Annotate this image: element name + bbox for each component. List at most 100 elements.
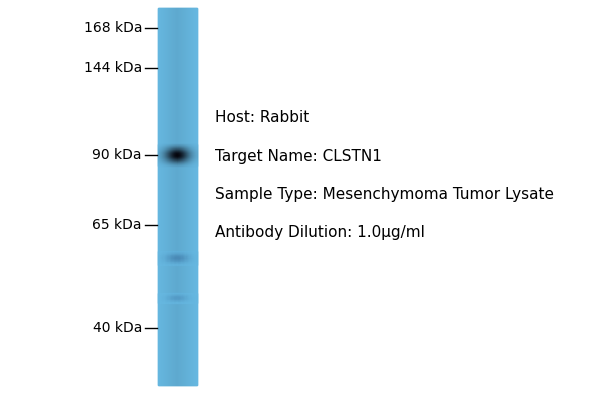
Bar (166, 154, 167, 155)
Bar (176, 148, 178, 149)
Bar (176, 262, 178, 263)
Bar (182, 263, 184, 264)
Bar (181, 158, 182, 159)
Bar (181, 253, 183, 254)
Bar (182, 258, 184, 259)
Bar (193, 145, 194, 146)
Bar (164, 258, 166, 259)
Bar (189, 156, 190, 157)
Bar (172, 255, 173, 256)
Bar (164, 155, 165, 156)
Bar (186, 145, 187, 146)
Bar (185, 151, 186, 152)
Bar (162, 251, 163, 252)
Bar (163, 264, 164, 265)
Bar (194, 150, 195, 151)
Bar (181, 145, 182, 146)
Text: Target Name: CLSTN1: Target Name: CLSTN1 (215, 148, 382, 164)
Bar (189, 257, 191, 258)
Bar (162, 163, 163, 164)
Bar (169, 300, 170, 301)
Bar (175, 251, 176, 252)
Bar (175, 261, 176, 262)
Bar (189, 256, 191, 257)
Bar (163, 153, 164, 154)
Bar (184, 152, 185, 153)
Bar (181, 150, 182, 151)
Bar (165, 149, 166, 150)
Bar (187, 298, 188, 299)
Bar (175, 298, 176, 299)
Bar (186, 164, 187, 165)
Bar (189, 163, 190, 164)
Bar (192, 148, 193, 149)
Bar (192, 257, 193, 258)
Bar (193, 154, 194, 155)
Bar (193, 296, 194, 297)
Bar (167, 293, 169, 294)
Bar (169, 156, 170, 157)
Bar (176, 257, 178, 258)
Bar (165, 162, 166, 163)
Bar (170, 299, 171, 300)
Bar (158, 253, 160, 254)
Bar (182, 153, 184, 154)
Bar (187, 148, 188, 149)
Bar (159, 147, 160, 148)
Bar (169, 152, 170, 153)
Bar (187, 262, 188, 263)
Bar (162, 8, 163, 385)
Bar (190, 144, 191, 145)
Bar (173, 255, 175, 256)
Bar (192, 256, 193, 257)
Bar (159, 144, 160, 145)
Bar (170, 302, 171, 303)
Bar (182, 257, 184, 258)
Bar (184, 163, 185, 164)
Bar (170, 156, 172, 157)
Bar (185, 302, 187, 303)
Bar (172, 251, 173, 252)
Bar (189, 251, 191, 252)
Bar (170, 165, 172, 166)
Bar (195, 145, 196, 146)
Bar (168, 154, 169, 155)
Bar (194, 146, 195, 147)
Bar (170, 264, 171, 265)
Bar (170, 153, 172, 154)
Bar (169, 159, 170, 160)
Bar (173, 151, 175, 152)
Bar (192, 157, 193, 158)
Bar (178, 301, 179, 302)
Bar (161, 252, 162, 253)
Bar (194, 147, 195, 148)
Bar (193, 301, 194, 302)
Bar (170, 155, 172, 156)
Bar (158, 149, 159, 150)
Bar (182, 150, 184, 151)
Bar (173, 146, 175, 147)
Bar (179, 293, 180, 294)
Bar (158, 252, 160, 253)
Bar (173, 293, 175, 294)
Bar (191, 259, 192, 260)
Bar (193, 302, 194, 303)
Bar (176, 144, 178, 145)
Bar (166, 295, 167, 296)
Bar (182, 145, 184, 146)
Bar (186, 155, 187, 156)
Bar (159, 151, 160, 152)
Bar (163, 254, 164, 255)
Bar (172, 150, 173, 151)
Bar (160, 263, 161, 264)
Bar (181, 162, 182, 163)
Bar (164, 261, 166, 262)
Bar (172, 299, 173, 300)
Bar (164, 263, 166, 264)
Bar (172, 298, 173, 299)
Bar (167, 264, 169, 265)
Bar (184, 153, 185, 154)
Bar (179, 149, 181, 150)
Bar (188, 164, 189, 165)
Bar (193, 300, 194, 301)
